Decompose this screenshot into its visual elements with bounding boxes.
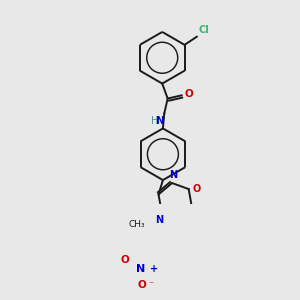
Text: N: N bbox=[155, 214, 164, 224]
Text: O: O bbox=[137, 280, 146, 290]
Text: N: N bbox=[169, 170, 178, 180]
Text: N: N bbox=[136, 264, 145, 274]
Text: N: N bbox=[157, 116, 165, 126]
Text: CH₃: CH₃ bbox=[129, 220, 146, 229]
Text: ⁻: ⁻ bbox=[148, 280, 153, 290]
Text: Cl: Cl bbox=[198, 25, 209, 35]
Text: O: O bbox=[193, 184, 201, 194]
Text: +: + bbox=[150, 264, 158, 274]
Text: O: O bbox=[185, 89, 194, 99]
Text: O: O bbox=[121, 255, 129, 265]
Text: H: H bbox=[151, 116, 158, 126]
